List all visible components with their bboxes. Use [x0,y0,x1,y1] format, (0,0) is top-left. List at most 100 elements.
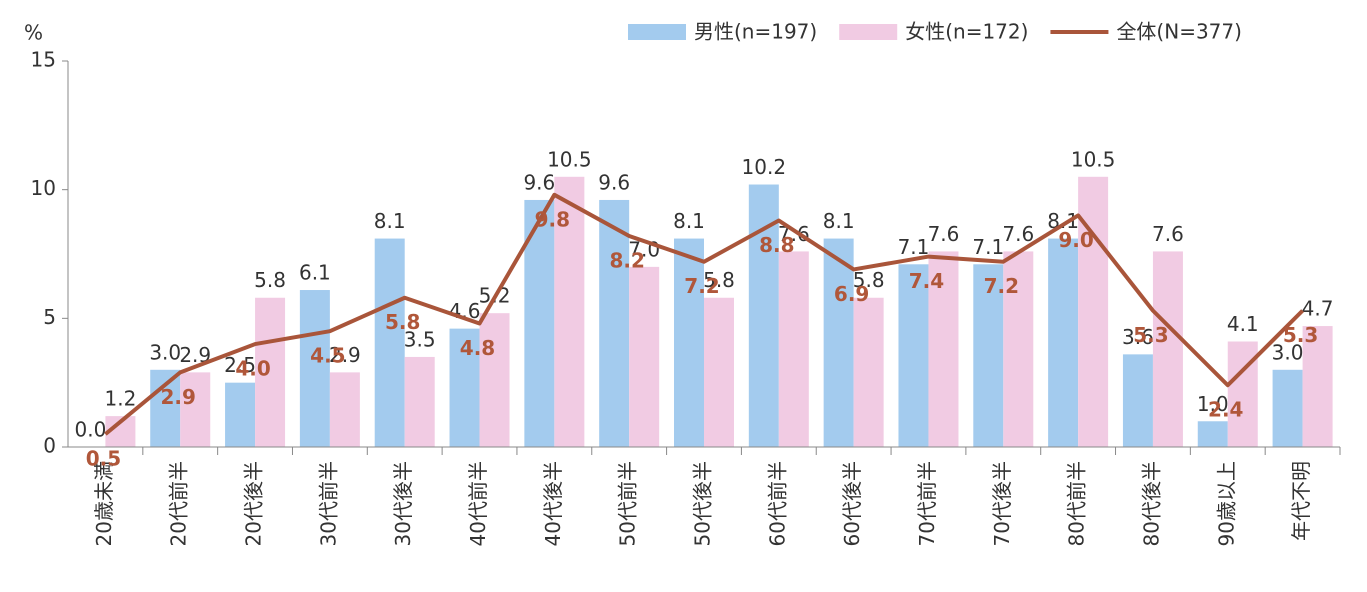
x-tick-label: 20歳未満 [92,461,116,546]
bar [1122,354,1153,447]
value-label: 7.6 [928,222,960,246]
value-label: 1.0 [1197,392,1229,416]
x-tick-label: 60代前半 [765,461,789,546]
line-value-label: 0.5 [86,447,121,471]
y-tick-label: 0 [43,434,56,458]
legend-label: 全体(N=377) [1116,20,1242,44]
value-label: 10.2 [742,155,787,179]
bar [704,297,734,447]
value-label: 5.8 [703,268,735,292]
line-value-label: 5.3 [1133,323,1168,347]
value-label: 8.1 [823,209,855,233]
bar [1003,251,1034,447]
line-value-label: 2.4 [1208,398,1243,422]
x-tick-label: 50代前半 [616,461,640,546]
value-label: 8.1 [673,209,705,233]
line-value-label: 8.2 [609,248,644,272]
value-label: 10.5 [547,147,592,171]
value-label: 1.2 [105,387,137,411]
legend-swatch [628,24,686,40]
value-label: 3.0 [149,340,181,364]
legend-label: 女性(n=172) [905,20,1028,44]
bar [225,382,256,447]
y-tick-label: 5 [43,305,56,329]
value-label: 8.1 [374,209,406,233]
x-tick-label: 60代後半 [840,461,864,546]
bar [180,372,211,447]
x-tick-label: 30代後半 [391,461,415,546]
value-label: 2.5 [224,353,256,377]
x-tick-label: 30代前半 [316,461,340,546]
value-label: 5.8 [853,268,885,292]
bar [449,328,480,447]
bar [973,264,1004,447]
value-label: 7.6 [778,222,810,246]
line-value-label: 4.0 [235,357,270,381]
value-label: 7.1 [898,235,930,259]
line-value-label: 9.0 [1058,228,1093,252]
value-label: 3.5 [404,327,436,351]
line-value-label: 2.9 [161,385,196,409]
bar [1302,326,1333,447]
bar [778,251,809,447]
bar [1152,251,1183,447]
line-value-label: 5.8 [385,310,420,334]
x-tick-label: 80代前半 [1065,461,1089,546]
bar [898,264,929,447]
x-tick-label: 40代後半 [541,461,565,546]
bar [599,199,630,447]
bar [374,238,405,447]
line-value-label: 7.2 [984,274,1019,298]
line-value-label: 5.3 [1283,323,1318,347]
y-tick-label: 10 [31,176,56,200]
x-tick-label: 20代前半 [167,461,191,546]
line-value-label: 8.8 [759,233,794,257]
line-value-label: 4.5 [310,344,345,368]
value-label: 3.0 [1272,340,1304,364]
value-label: 0.0 [75,418,107,442]
line [104,192,1305,436]
x-tick-label: 40代前半 [466,461,490,546]
value-label: 7.6 [1002,222,1034,246]
y-axis-label: % [24,21,43,45]
bar [928,251,959,447]
x-tick-label: 70代前半 [915,461,939,546]
legend-label: 男性(n=197) [694,20,817,44]
bar [255,297,286,447]
x-tick-label: 90歳以上 [1214,461,1238,546]
value-label: 9.6 [598,170,630,194]
bar [674,238,704,447]
line-value-label: 4.8 [460,336,495,360]
y-tick-label: 15 [31,48,56,72]
legend-swatch [839,24,898,40]
value-label: 4.7 [1302,297,1334,321]
value-label: 9.6 [523,170,555,194]
value-label: 4.1 [1227,312,1259,336]
value-label: 10.5 [1071,147,1116,171]
value-label: 6.1 [299,261,331,285]
bar [1048,238,1079,447]
bar [554,176,585,448]
value-label: 3.6 [1122,325,1154,349]
x-tick-label: 80代後半 [1139,461,1163,546]
value-label: 7.6 [1152,222,1184,246]
line-value-label: 7.2 [684,274,719,298]
bar [1197,421,1228,447]
value-label: 5.8 [254,268,286,292]
bar [629,266,660,447]
bar [299,290,330,447]
bar [404,356,435,447]
x-tick-label: 50代後半 [691,461,715,546]
line-value-label: 7.4 [909,269,944,293]
bar [1272,369,1303,447]
bar [823,238,854,447]
bar [329,372,360,447]
value-label: 2.9 [329,343,361,367]
bar [479,313,510,447]
bar [1078,176,1109,448]
line-value-label: 6.9 [834,282,869,306]
x-tick-label: 年代不明 [1289,461,1313,541]
bar [853,297,884,447]
line-value-label: 9.8 [535,207,570,231]
